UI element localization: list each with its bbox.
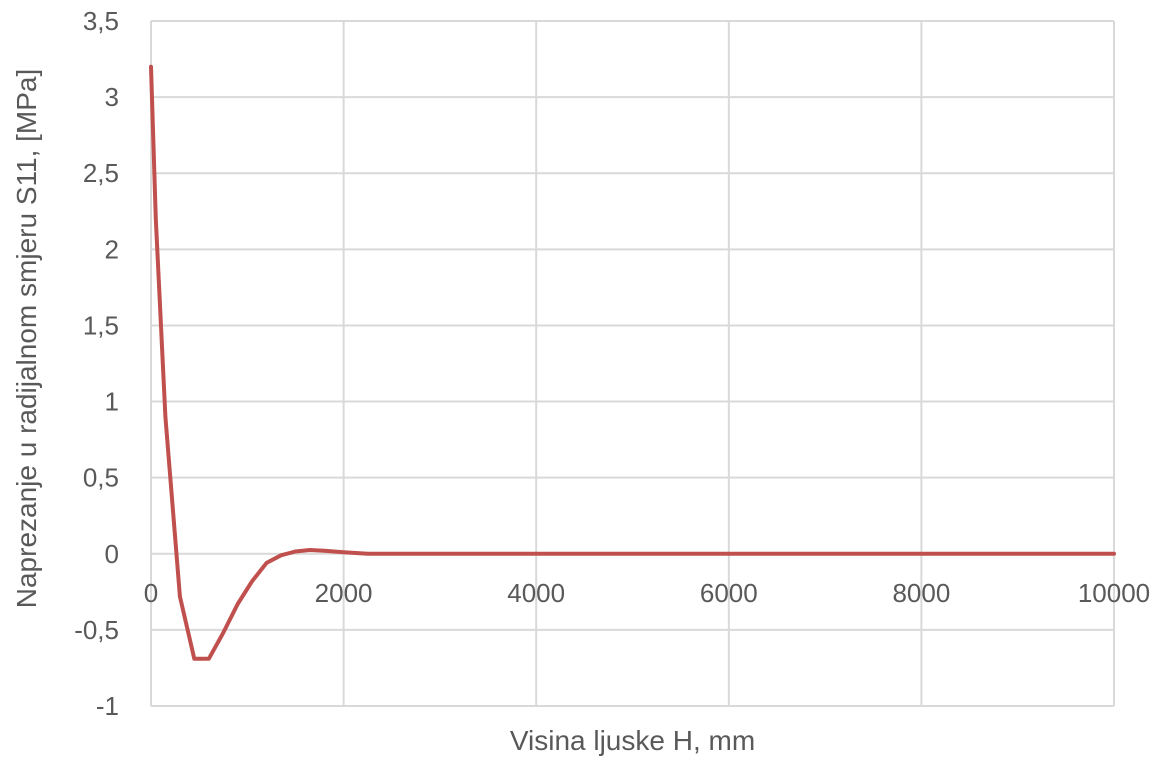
y-tick-label: 1,5 <box>83 310 119 340</box>
x-tick-label: 6000 <box>700 578 758 608</box>
series-line-0 <box>149 64 1116 661</box>
y-tick-label: 2,5 <box>83 158 119 188</box>
y-tick-label: 1 <box>105 387 119 417</box>
y-tick-label: 2 <box>105 234 119 264</box>
series-layer <box>149 64 1116 661</box>
y-tick-label: 0,5 <box>83 463 119 493</box>
y-tick-label: -0,5 <box>74 615 119 645</box>
y-axis-title: Naprezanje u radijalnom smjeru S11, [MPa… <box>11 69 42 609</box>
y-tick-label: 0 <box>105 539 119 569</box>
y-tick-labels: -1 -0,5 0 0,5 1 1,5 2 2,5 3 3,5 <box>74 6 119 721</box>
y-tick-label: 3 <box>105 82 119 112</box>
y-tick-label: -1 <box>96 691 119 721</box>
x-tick-labels: 0 2000 4000 6000 8000 10000 <box>144 578 1150 608</box>
x-tick-label: 8000 <box>892 578 950 608</box>
y-tick-label: 3,5 <box>83 6 119 36</box>
x-tick-label: 0 <box>144 578 158 608</box>
x-tick-label: 4000 <box>507 578 565 608</box>
grid-layer <box>150 20 1115 707</box>
x-axis-title: Visina ljuske H, mm <box>510 725 755 756</box>
x-tick-label: 2000 <box>315 578 373 608</box>
x-tick-label: 10000 <box>1078 578 1150 608</box>
